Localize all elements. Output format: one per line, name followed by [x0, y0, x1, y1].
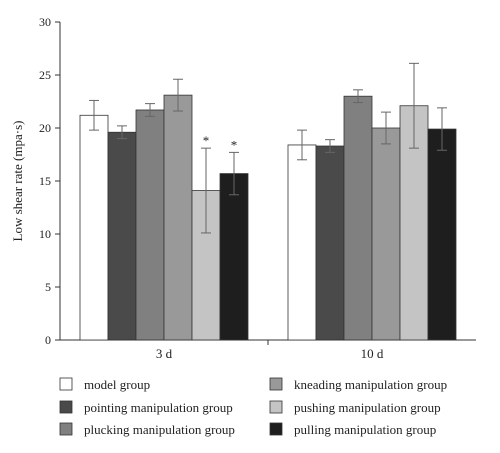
- legend-swatch: [59, 400, 73, 414]
- bar: [135, 109, 165, 341]
- y-tick-label: 30: [39, 15, 51, 29]
- legend-label: kneading manipulation group: [294, 377, 447, 392]
- bar: [163, 94, 193, 341]
- bar: [79, 114, 109, 341]
- bar: [287, 144, 317, 341]
- y-tick-label: 5: [45, 280, 51, 294]
- bars: [79, 62, 457, 341]
- legend-label: plucking manipulation group: [84, 422, 235, 437]
- y-tick-label: 10: [39, 227, 51, 241]
- y-tick-label: 15: [39, 174, 51, 188]
- legend-swatch: [269, 377, 283, 391]
- bar: [427, 128, 457, 341]
- bar: [343, 95, 373, 341]
- legend-label: pointing manipulation group: [84, 400, 233, 415]
- legend-swatch: [269, 400, 283, 414]
- legend-label: pushing manipulation group: [294, 400, 441, 415]
- legend-swatch: [59, 377, 73, 391]
- category-label: 3 d: [156, 346, 173, 361]
- bar: [219, 173, 249, 341]
- category-label: 10 d: [361, 346, 384, 361]
- bar: [107, 131, 137, 341]
- legend-label: pulling manipulation group: [294, 422, 436, 437]
- legend-swatch: [269, 422, 283, 436]
- y-axis-title: Low shear rate (mpa·s): [10, 121, 25, 242]
- significance-marker: *: [203, 133, 210, 148]
- labels: * * 3 d 10 d: [156, 133, 384, 361]
- y-tick-label: 20: [39, 121, 51, 135]
- legend: model group pointing manipulation group pl…: [59, 377, 447, 437]
- y-tick-label: 0: [45, 333, 51, 347]
- y-tick-label: 25: [39, 68, 51, 82]
- bar: [371, 127, 401, 341]
- legend-swatch: [59, 422, 73, 436]
- bar: [315, 145, 345, 341]
- legend-label: model group: [84, 377, 150, 392]
- significance-marker: *: [231, 137, 238, 152]
